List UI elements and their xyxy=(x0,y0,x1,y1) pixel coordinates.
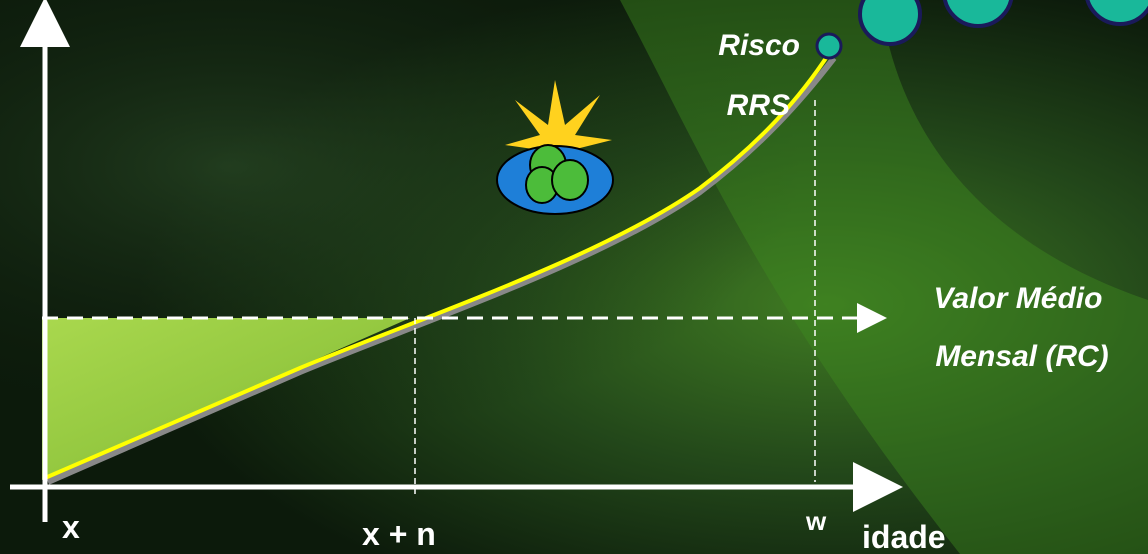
slope xyxy=(620,0,1148,554)
label-mean: Mensal (RC) xyxy=(935,340,1108,373)
label-risk: Risco xyxy=(718,29,800,62)
risk-dot xyxy=(815,32,843,60)
label-age: idade xyxy=(862,519,946,554)
label-mean: Valor Médio xyxy=(934,282,1103,315)
risk-circle xyxy=(858,0,922,46)
label-x: x xyxy=(62,509,80,545)
curve-shadow xyxy=(46,56,837,485)
risk-circle xyxy=(1085,0,1148,26)
label-rrs: RRS xyxy=(727,89,790,122)
curve xyxy=(44,50,832,480)
label-w: w xyxy=(805,506,827,536)
money-icon xyxy=(496,80,614,215)
risk-circle xyxy=(942,0,1014,28)
label-x-plus-n: x + n xyxy=(362,516,436,552)
